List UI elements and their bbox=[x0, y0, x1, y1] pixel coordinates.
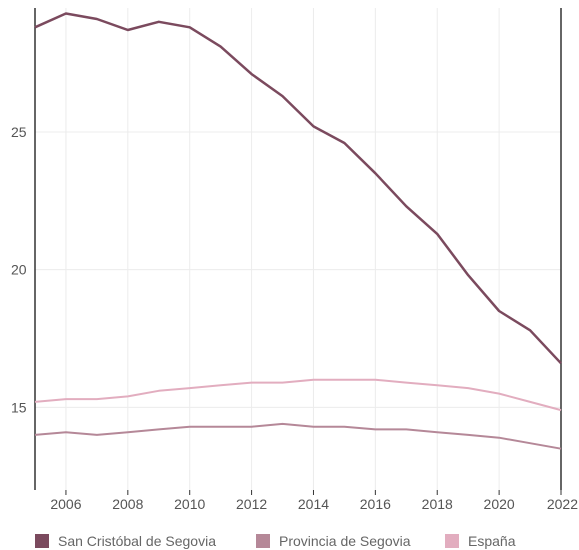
x-tick-label: 2018 bbox=[422, 496, 453, 512]
x-tick-label: 2012 bbox=[236, 496, 267, 512]
series-line-1 bbox=[34, 422, 562, 450]
x-tick-label: 2006 bbox=[50, 496, 81, 512]
y-tick-label: 25 bbox=[11, 124, 27, 140]
series-line-2 bbox=[34, 378, 562, 412]
x-tick-label: 2010 bbox=[174, 496, 205, 512]
legend-item[interactable]: Provincia de Segovia bbox=[256, 533, 411, 549]
legend-item[interactable]: España bbox=[445, 533, 516, 549]
legend-swatch bbox=[445, 534, 459, 548]
series-lines bbox=[34, 12, 562, 450]
y-axis-ticks: 15 20 25 bbox=[11, 124, 27, 415]
x-tick-label: 2022 bbox=[547, 496, 578, 512]
legend-swatch bbox=[256, 534, 270, 548]
axes bbox=[34, 8, 562, 490]
x-tick-label: 2020 bbox=[484, 496, 515, 512]
x-tick-label: 2008 bbox=[112, 496, 143, 512]
legend-label: España bbox=[468, 533, 516, 549]
series-line-0 bbox=[34, 12, 562, 365]
y-tick-label: 20 bbox=[11, 262, 27, 278]
legend-swatch bbox=[35, 534, 49, 548]
grid bbox=[35, 8, 562, 490]
x-tick-label: 2016 bbox=[360, 496, 391, 512]
legend: San Cristóbal de Segovia Provincia de Seg… bbox=[35, 533, 516, 549]
x-tick-label: 2014 bbox=[298, 496, 329, 512]
legend-label: San Cristóbal de Segovia bbox=[58, 533, 216, 549]
legend-item[interactable]: San Cristóbal de Segovia bbox=[35, 533, 216, 549]
x-axis-ticks: 2006 2008 2010 2012 2014 2016 2018 2020 2022 bbox=[50, 490, 578, 512]
legend-label: Provincia de Segovia bbox=[279, 533, 411, 549]
y-tick-label: 15 bbox=[11, 399, 27, 415]
